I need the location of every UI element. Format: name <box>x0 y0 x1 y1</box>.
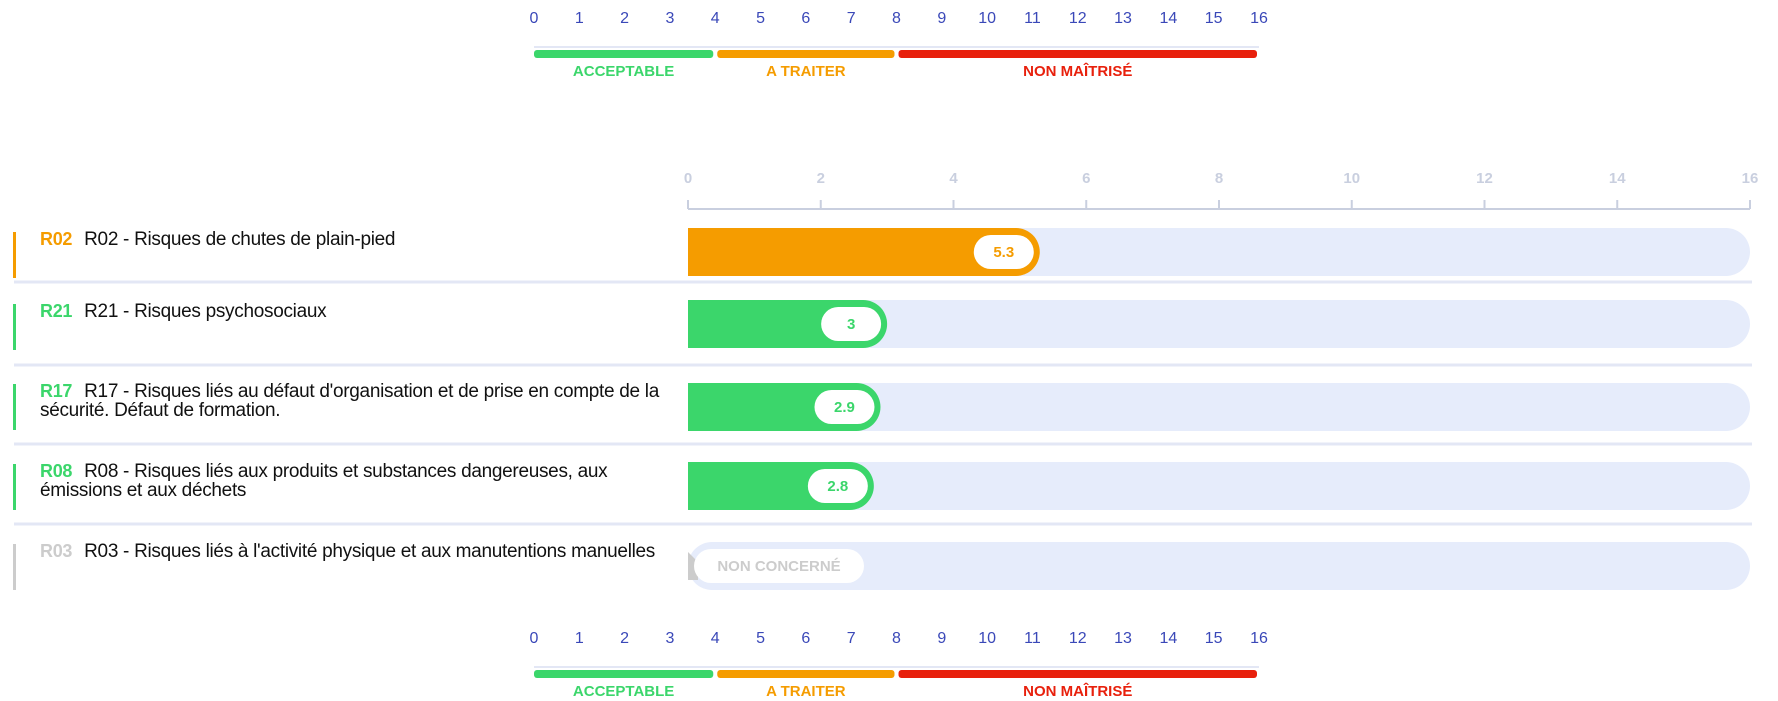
scale-tick-label: 7 <box>847 10 856 27</box>
scale-tick-label: 2 <box>620 630 629 647</box>
scale-zone-label: ACCEPTABLE <box>573 63 674 80</box>
risk-code: R02 <box>40 229 73 249</box>
scale-tick-label: 1 <box>575 10 584 27</box>
scale-zone <box>898 670 1257 678</box>
scale-zone-label: A TRAITER <box>766 683 846 700</box>
na-pill <box>694 549 864 583</box>
scale-zone-label: NON MAÎTRISÉ <box>1023 682 1132 700</box>
risk-label: R02 - Risques de chutes de plain-pied <box>84 229 396 250</box>
scale-zone-label: NON MAÎTRISÉ <box>1023 62 1132 80</box>
x-tick-label: 16 <box>1742 170 1759 187</box>
scale-zone <box>898 50 1257 58</box>
x-tick-label: 6 <box>1082 170 1090 187</box>
scale-tick-label: 1 <box>575 630 584 647</box>
row-strip <box>13 304 16 350</box>
risk-label: R03 - Risques liés à l'activité physique… <box>84 541 656 562</box>
bar-track <box>688 462 1750 510</box>
row-strip <box>13 464 16 510</box>
scale-tick-label: 0 <box>530 10 539 27</box>
scale-tick-label: 13 <box>1114 10 1132 27</box>
scale-tick-label: 14 <box>1159 630 1177 647</box>
risk-label: R17 - Risques liés au défaut d'organisat… <box>40 381 659 421</box>
row-label: R17 R17 - Risques liés au défaut d'organi… <box>40 381 660 421</box>
risk-code: R17 <box>40 381 73 401</box>
scale-tick-label: 7 <box>847 630 856 647</box>
scale-tick-label: 10 <box>978 630 996 647</box>
row-strip <box>13 384 16 430</box>
value-label: 2.8 <box>827 478 848 495</box>
scale-zone-label: A TRAITER <box>766 63 846 80</box>
bar-track <box>688 300 1750 348</box>
bar <box>688 228 1040 276</box>
scale-tick-label: 8 <box>892 10 901 27</box>
scale-zone <box>717 670 895 678</box>
x-tick-label: 14 <box>1609 170 1626 187</box>
scale-tick-label: 3 <box>665 10 674 27</box>
scale-tick-label: 13 <box>1114 630 1132 647</box>
scale-tick-label: 2 <box>620 10 629 27</box>
x-tick-label: 8 <box>1215 170 1223 187</box>
value-label: 2.9 <box>834 399 855 416</box>
scale-tick-label: 10 <box>978 10 996 27</box>
row-strip <box>13 544 16 590</box>
scale-tick-label: 12 <box>1069 630 1087 647</box>
scale-tick-label: 11 <box>1024 630 1041 647</box>
row-strip <box>13 232 16 278</box>
scale-tick-label: 12 <box>1069 10 1087 27</box>
bar-track <box>688 542 1750 590</box>
scale-tick-label: 4 <box>711 630 720 647</box>
scale-tick-label: 16 <box>1250 10 1268 27</box>
x-tick-label: 12 <box>1476 170 1493 187</box>
scale-zone <box>534 50 714 58</box>
scale-zone <box>534 670 714 678</box>
risk-label: R08 - Risques liés aux produits et subst… <box>40 461 608 501</box>
value-pill <box>821 307 882 341</box>
value-pill <box>973 235 1034 269</box>
scale-tick-label: 16 <box>1250 630 1268 647</box>
value-label: 5.3 <box>993 244 1014 261</box>
scale-tick-label: 9 <box>937 630 946 647</box>
scale-tick-label: 0 <box>530 630 539 647</box>
row-label: R02 R02 - Risques de chutes de plain-pied <box>40 229 660 250</box>
x-tick-label: 0 <box>684 170 692 187</box>
na-label: NON CONCERNÉ <box>717 558 840 575</box>
na-marker <box>688 552 698 580</box>
scale-tick-label: 4 <box>711 10 720 27</box>
scale-tick-label: 6 <box>801 630 810 647</box>
scale-tick-label: 5 <box>756 630 765 647</box>
risk-label: R21 - Risques psychosociaux <box>84 301 327 322</box>
x-tick-label: 10 <box>1343 170 1360 187</box>
x-tick-label: 4 <box>949 170 958 187</box>
scale-tick-label: 14 <box>1159 10 1177 27</box>
x-tick-label: 2 <box>817 170 825 187</box>
value-pill <box>807 469 868 503</box>
scale-tick-label: 15 <box>1205 10 1223 27</box>
value-pill <box>814 390 875 424</box>
risk-code: R21 <box>40 301 73 321</box>
scale-tick-label: 5 <box>756 10 765 27</box>
row-label: R03 R03 - Risques liés à l'activité physi… <box>40 541 660 562</box>
scale-tick-label: 9 <box>937 10 946 27</box>
scale-tick-label: 8 <box>892 630 901 647</box>
row-label: R08 R08 - Risques liés aux produits et su… <box>40 461 660 501</box>
scale-tick-label: 11 <box>1024 10 1041 27</box>
risk-code: R03 <box>40 541 73 561</box>
row-label: R21 R21 - Risques psychosociaux <box>40 301 660 322</box>
scale-zone <box>717 50 895 58</box>
scale-tick-label: 6 <box>801 10 810 27</box>
scale-tick-label: 3 <box>665 630 674 647</box>
value-label: 3 <box>847 316 855 333</box>
scale-zone-label: ACCEPTABLE <box>573 683 674 700</box>
risk-code: R08 <box>40 461 73 481</box>
bar-track <box>688 383 1750 431</box>
scale-tick-label: 15 <box>1205 630 1223 647</box>
